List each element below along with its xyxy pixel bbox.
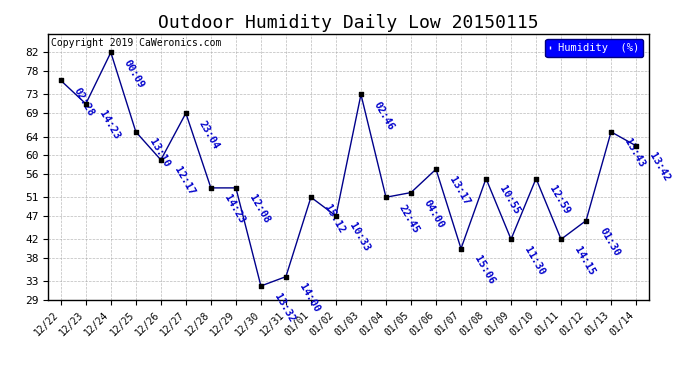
Text: 10:55: 10:55 — [497, 184, 522, 216]
Text: 00:09: 00:09 — [122, 58, 146, 90]
Point — [406, 190, 417, 196]
Point — [631, 143, 642, 149]
Text: 14:00: 14:00 — [297, 282, 322, 314]
Text: 13:43: 13:43 — [622, 137, 647, 170]
Text: 15:12: 15:12 — [322, 203, 346, 235]
Title: Outdoor Humidity Daily Low 20150115: Outdoor Humidity Daily Low 20150115 — [158, 14, 539, 32]
Point — [380, 194, 391, 200]
Point — [355, 92, 366, 98]
Text: 23:04: 23:04 — [197, 119, 221, 151]
Point — [206, 185, 217, 191]
Text: 02:28: 02:28 — [72, 86, 96, 118]
Text: 13:42: 13:42 — [647, 152, 671, 183]
Point — [155, 157, 166, 163]
Point — [606, 129, 617, 135]
Text: 13:10: 13:10 — [147, 137, 171, 170]
Text: Copyright 2019 CaWeronics.com: Copyright 2019 CaWeronics.com — [51, 38, 221, 48]
Text: 12:17: 12:17 — [172, 165, 196, 198]
Text: 10:33: 10:33 — [347, 222, 371, 254]
Legend: Humidity  (%): Humidity (%) — [546, 39, 643, 57]
Text: 14:23: 14:23 — [97, 110, 121, 141]
Point — [180, 110, 191, 116]
Point — [80, 101, 91, 107]
Point — [431, 166, 442, 172]
Point — [531, 176, 542, 181]
Point — [506, 236, 517, 242]
Text: 02:46: 02:46 — [372, 100, 396, 132]
Text: 22:45: 22:45 — [397, 203, 422, 235]
Point — [230, 185, 241, 191]
Point — [455, 246, 466, 252]
Text: 12:59: 12:59 — [547, 184, 571, 216]
Text: 14:15: 14:15 — [572, 245, 596, 277]
Text: 13:32: 13:32 — [272, 291, 296, 324]
Text: 14:23: 14:23 — [222, 194, 246, 225]
Point — [280, 274, 291, 280]
Text: 01:30: 01:30 — [597, 226, 622, 258]
Point — [580, 217, 591, 223]
Point — [55, 78, 66, 84]
Point — [306, 194, 317, 200]
Text: 11:30: 11:30 — [522, 245, 546, 277]
Text: 15:06: 15:06 — [472, 254, 496, 286]
Point — [331, 213, 342, 219]
Point — [555, 236, 566, 242]
Text: 04:00: 04:00 — [422, 198, 446, 230]
Point — [106, 50, 117, 55]
Point — [255, 283, 266, 289]
Text: 13:17: 13:17 — [447, 175, 471, 207]
Point — [130, 129, 141, 135]
Text: 12:08: 12:08 — [247, 194, 271, 225]
Point — [480, 176, 491, 181]
